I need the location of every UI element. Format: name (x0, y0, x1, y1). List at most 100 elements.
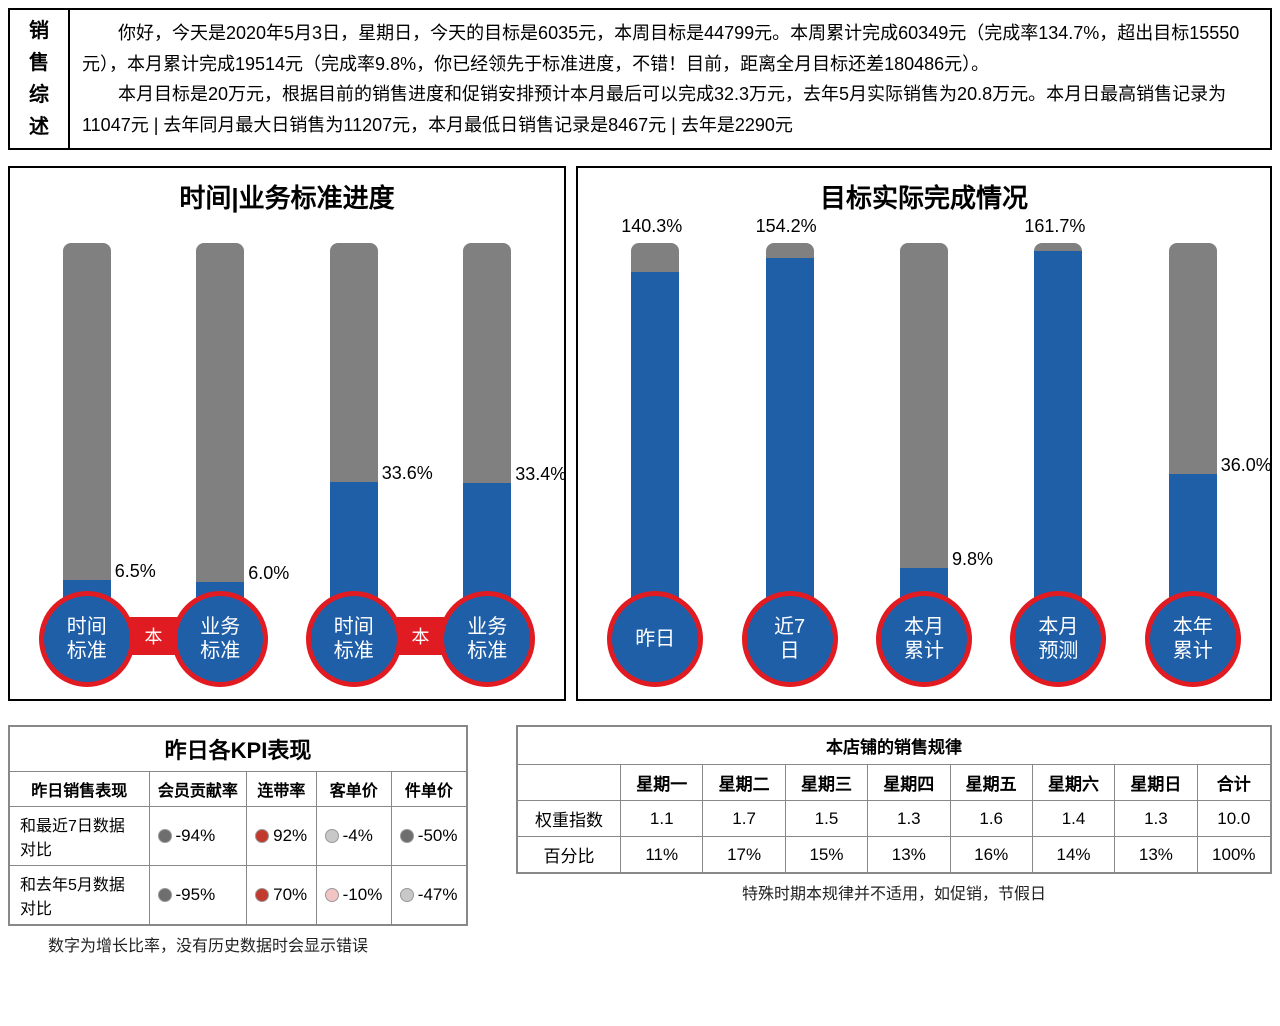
kpi-cell: -47% (391, 866, 467, 926)
chart-target-completion: 目标实际完成情况 140.3%昨日154.2%近7日9.8%本月累计161.7%… (576, 166, 1272, 701)
thermo-item: 36.0%本年累计 (1145, 243, 1241, 687)
sales-row: 百分比11%17%15%13%16%14%13%100% (517, 837, 1271, 874)
sales-cell: 11% (621, 837, 703, 874)
kpi-col-header: 昨日销售表现 (9, 772, 149, 807)
kpi-table: 昨日各KPI表现 昨日销售表现会员贡献率连带率客单价件单价 和最近7日数据对比-… (8, 725, 468, 926)
sales-footnote: 特殊时期本规律并不适用，如促销，节假日 (516, 880, 1272, 904)
thermo-pct-label: 161.7% (1024, 216, 1085, 237)
sales-cell: 1.1 (621, 801, 703, 837)
thermo-item: 6.0%业务标准 (172, 243, 268, 687)
kpi-cell: 92% (247, 807, 316, 866)
thermo-pct-label: 9.8% (952, 549, 993, 570)
kpi-table-header: 昨日销售表现会员贡献率连带率客单价件单价 (9, 772, 467, 807)
sales-col-header: 星期日 (1115, 765, 1197, 801)
thermo-bulb: 本月预测 (1010, 591, 1106, 687)
thermo-item: 33.6%时间标准 (306, 243, 402, 687)
thermo-pct-label: 6.5% (115, 561, 156, 582)
thermo-fill (631, 272, 679, 603)
kpi-cell: -4% (316, 807, 391, 866)
thermo-pct-label: 6.0% (248, 563, 289, 584)
thermo-fill (1169, 474, 1217, 604)
thermo-fill (766, 258, 814, 604)
sales-cell: 16% (950, 837, 1032, 874)
sales-cell: 14% (1032, 837, 1114, 874)
thermo-fill (1034, 251, 1082, 604)
summary-label-char: 述 (29, 111, 49, 143)
charts-row: 时间|业务标准进度 6.5%时间标准6.0%业务标准本33.6%时间标准33.4… (8, 166, 1272, 701)
summary-label-char: 销 (29, 15, 49, 47)
thermo-row-right: 140.3%昨日 154.2%近7日 9.8%本月累计 161.7%本月预测 36.0%… (588, 227, 1260, 687)
kpi-dot-icon (400, 829, 414, 843)
kpi-row-label: 和去年5月数据对比 (9, 866, 149, 926)
sales-col-header: 合计 (1197, 765, 1271, 801)
sales-row-label: 权重指数 (517, 801, 621, 837)
thermo-item: 154.2%近7日 (742, 243, 838, 687)
sales-cell: 13% (868, 837, 950, 874)
thermo-tube: 140.3% (631, 243, 679, 603)
sales-col-header: 星期六 (1032, 765, 1114, 801)
sales-col-header: 星期三 (785, 765, 867, 801)
kpi-row: 和最近7日数据对比-94%92%-4%-50% (9, 807, 467, 866)
thermo-bulb: 近7日 (742, 591, 838, 687)
sales-table-title: 本店铺的销售规律 (517, 726, 1271, 765)
sales-summary-text: 你好，今天是2020年5月3日，星期日，今天的目标是6035元，本周目标是447… (70, 10, 1270, 148)
thermo-tube: 33.4% (463, 243, 511, 603)
kpi-table-body: 和最近7日数据对比-94%92%-4%-50%和去年5月数据对比-95%70%-… (9, 807, 467, 926)
thermo-tube: 33.6% (330, 243, 378, 603)
thermo-tube: 154.2% (766, 243, 814, 603)
thermo-tube: 161.7% (1034, 243, 1082, 603)
kpi-col-header: 客单价 (316, 772, 391, 807)
summary-para-2: 本月目标是20万元，根据目前的销售进度和促销安排预计本月最后可以完成32.3万元… (82, 79, 1258, 140)
sales-cell: 15% (785, 837, 867, 874)
sales-cell: 1.5 (785, 801, 867, 837)
thermo-bulb: 昨日 (607, 591, 703, 687)
kpi-cell: -95% (149, 866, 247, 926)
sales-cell: 1.3 (868, 801, 950, 837)
thermo-item: 9.8%本月累计 (876, 243, 972, 687)
thermo-bulb: 本年累计 (1145, 591, 1241, 687)
thermo-tube: 6.0% (196, 243, 244, 603)
kpi-footnote: 数字为增长比率，没有历史数据时会显示错误 (8, 932, 468, 956)
summary-label-char: 综 (29, 79, 49, 111)
thermo-fill (463, 483, 511, 603)
thermo-item: 140.3%昨日 (607, 243, 703, 687)
thermo-pct-label: 154.2% (756, 216, 817, 237)
kpi-cell: -10% (316, 866, 391, 926)
thermo-row-left: 6.5%时间标准6.0%业务标准本33.6%时间标准33.4%业务标准本 (20, 227, 554, 687)
chart-title-right: 目标实际完成情况 (588, 178, 1260, 215)
kpi-dot-icon (325, 829, 339, 843)
kpi-cell: -50% (391, 807, 467, 866)
kpi-col-header: 连带率 (247, 772, 316, 807)
sales-cell: 100% (1197, 837, 1271, 874)
tables-row: 昨日各KPI表现 昨日销售表现会员贡献率连带率客单价件单价 和最近7日数据对比-… (8, 725, 1272, 956)
thermo-item: 33.4%业务标准 (439, 243, 535, 687)
thermo-fill (330, 482, 378, 603)
sales-cell: 17% (703, 837, 785, 874)
sales-pattern-table-wrap: 本店铺的销售规律 星期一星期二星期三星期四星期五星期六星期日合计 权重指数1.1… (516, 725, 1272, 904)
sales-col-header (517, 765, 621, 801)
kpi-dot-icon (158, 888, 172, 902)
thermo-pct-label: 36.0% (1221, 455, 1272, 476)
kpi-col-header: 会员贡献率 (149, 772, 247, 807)
sales-cell: 10.0 (1197, 801, 1271, 837)
sales-cell: 1.7 (703, 801, 785, 837)
sales-cell: 1.6 (950, 801, 1032, 837)
summary-para-1: 你好，今天是2020年5月3日，星期日，今天的目标是6035元，本周目标是447… (82, 18, 1258, 79)
kpi-table-wrap: 昨日各KPI表现 昨日销售表现会员贡献率连带率客单价件单价 和最近7日数据对比-… (8, 725, 468, 956)
kpi-dot-icon (400, 888, 414, 902)
thermo-pct-label: 33.4% (515, 464, 566, 485)
thermo-pct-label: 140.3% (621, 216, 682, 237)
sales-table-header: 星期一星期二星期三星期四星期五星期六星期日合计 (517, 765, 1271, 801)
thermo-item: 161.7%本月预测 (1010, 243, 1106, 687)
kpi-row-label: 和最近7日数据对比 (9, 807, 149, 866)
kpi-cell: 70% (247, 866, 316, 926)
kpi-dot-icon (325, 888, 339, 902)
sales-row: 权重指数1.11.71.51.31.61.41.310.0 (517, 801, 1271, 837)
sales-col-header: 星期一 (621, 765, 703, 801)
thermo-pct-label: 33.6% (382, 463, 433, 484)
sales-cell: 1.4 (1032, 801, 1114, 837)
summary-label-char: 售 (29, 47, 49, 79)
thermo-bulb: 时间标准 (306, 591, 402, 687)
sales-cell: 1.3 (1115, 801, 1197, 837)
kpi-cell: -94% (149, 807, 247, 866)
